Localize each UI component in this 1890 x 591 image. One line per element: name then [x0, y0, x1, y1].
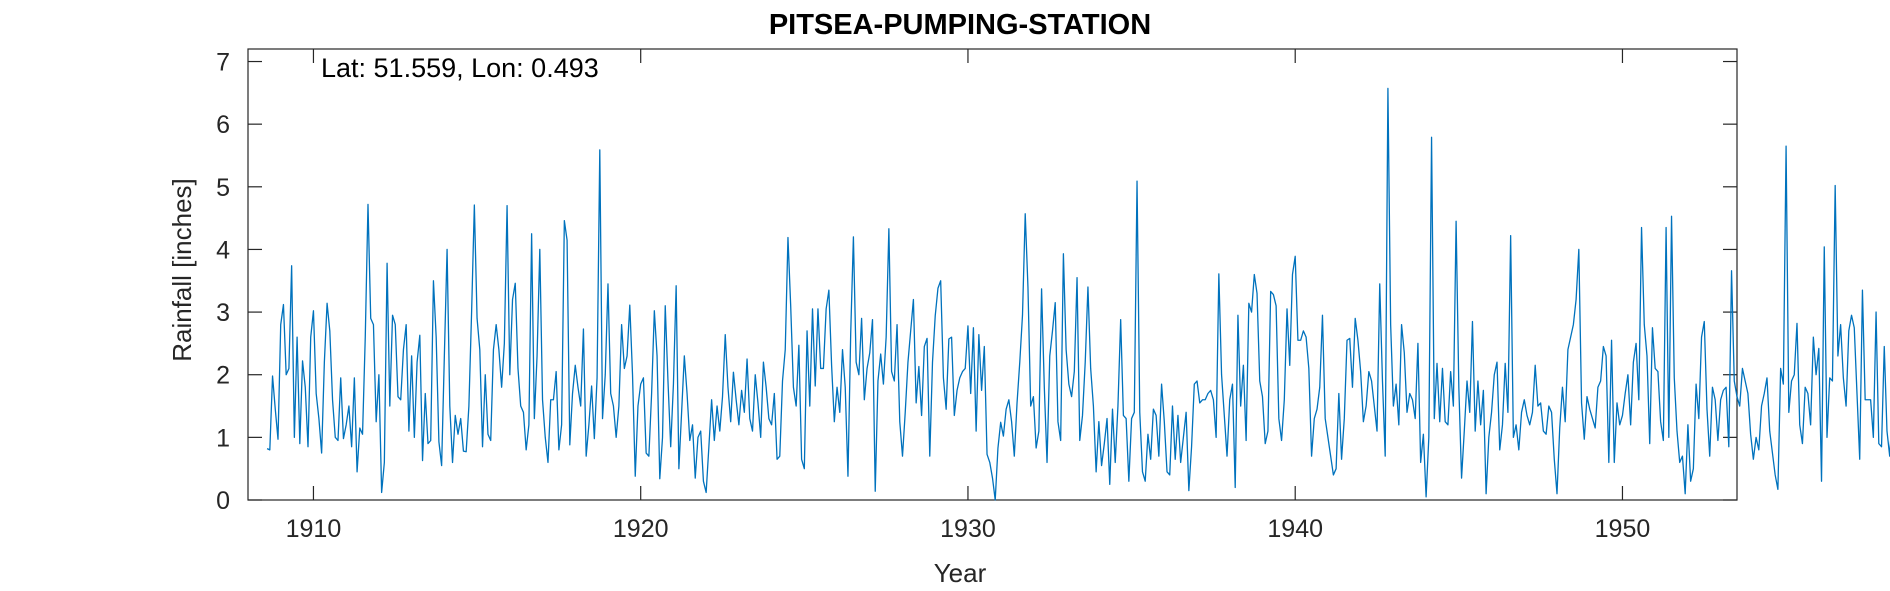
x-tick-label: 1950: [1595, 515, 1651, 543]
y-tick-label: 1: [216, 424, 230, 452]
y-axis-label: Rainfall [inches]: [167, 178, 197, 362]
y-tick-labels: 0 1 2 3 4 5 6 7: [216, 49, 230, 515]
x-tick-labels: 1910 1920 1930 1940 1950: [286, 515, 1651, 543]
x-tick-label: 1910: [286, 515, 342, 543]
y-tick-label: 0: [216, 487, 230, 515]
rainfall-series-line: [266, 87, 1890, 501]
y-tick-label: 2: [216, 362, 230, 390]
plot-axes: [247, 48, 1738, 501]
y-tick-label: 5: [216, 174, 230, 202]
x-tick-label: 1920: [613, 515, 669, 543]
x-tick-label: 1940: [1267, 515, 1323, 543]
location-annotation: Lat: 51.559, Lon: 0.493: [321, 53, 599, 83]
y-tick-label: 6: [216, 111, 230, 139]
x-axis-label: Year: [934, 558, 987, 588]
y-tick-label: 7: [216, 49, 230, 77]
x-tick-label: 1930: [940, 515, 996, 543]
chart-title: PITSEA-PUMPING-STATION: [769, 9, 1151, 41]
plot-frame: [247, 48, 1738, 501]
y-tick-label: 3: [216, 299, 230, 327]
y-tick-label: 4: [216, 236, 230, 264]
